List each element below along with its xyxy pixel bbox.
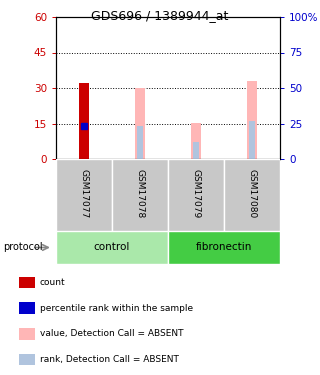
Bar xyxy=(112,159,168,231)
Text: rank, Detection Call = ABSENT: rank, Detection Call = ABSENT xyxy=(40,355,179,364)
Bar xyxy=(137,126,143,159)
Bar xyxy=(247,81,257,159)
Text: GSM17077: GSM17077 xyxy=(79,169,89,218)
Bar xyxy=(193,142,199,159)
Text: GSM17079: GSM17079 xyxy=(191,169,201,218)
Bar xyxy=(224,159,280,231)
Bar xyxy=(19,328,35,340)
Text: GSM17078: GSM17078 xyxy=(135,169,145,218)
Bar xyxy=(168,231,280,264)
Bar xyxy=(56,231,168,264)
Text: GSM17080: GSM17080 xyxy=(247,169,257,218)
Bar xyxy=(135,88,145,159)
Text: fibronectin: fibronectin xyxy=(196,243,252,252)
Text: protocol: protocol xyxy=(3,243,43,252)
Bar xyxy=(19,302,35,314)
Bar xyxy=(191,123,201,159)
Bar xyxy=(56,159,112,231)
Text: value, Detection Call = ABSENT: value, Detection Call = ABSENT xyxy=(40,329,183,338)
Bar xyxy=(168,159,224,231)
Bar xyxy=(19,276,35,288)
Bar xyxy=(79,83,89,159)
Bar xyxy=(19,354,35,366)
Bar xyxy=(249,122,255,159)
Text: control: control xyxy=(94,243,130,252)
Text: percentile rank within the sample: percentile rank within the sample xyxy=(40,304,193,313)
Text: count: count xyxy=(40,278,66,287)
Text: GDS696 / 1389944_at: GDS696 / 1389944_at xyxy=(91,9,229,22)
